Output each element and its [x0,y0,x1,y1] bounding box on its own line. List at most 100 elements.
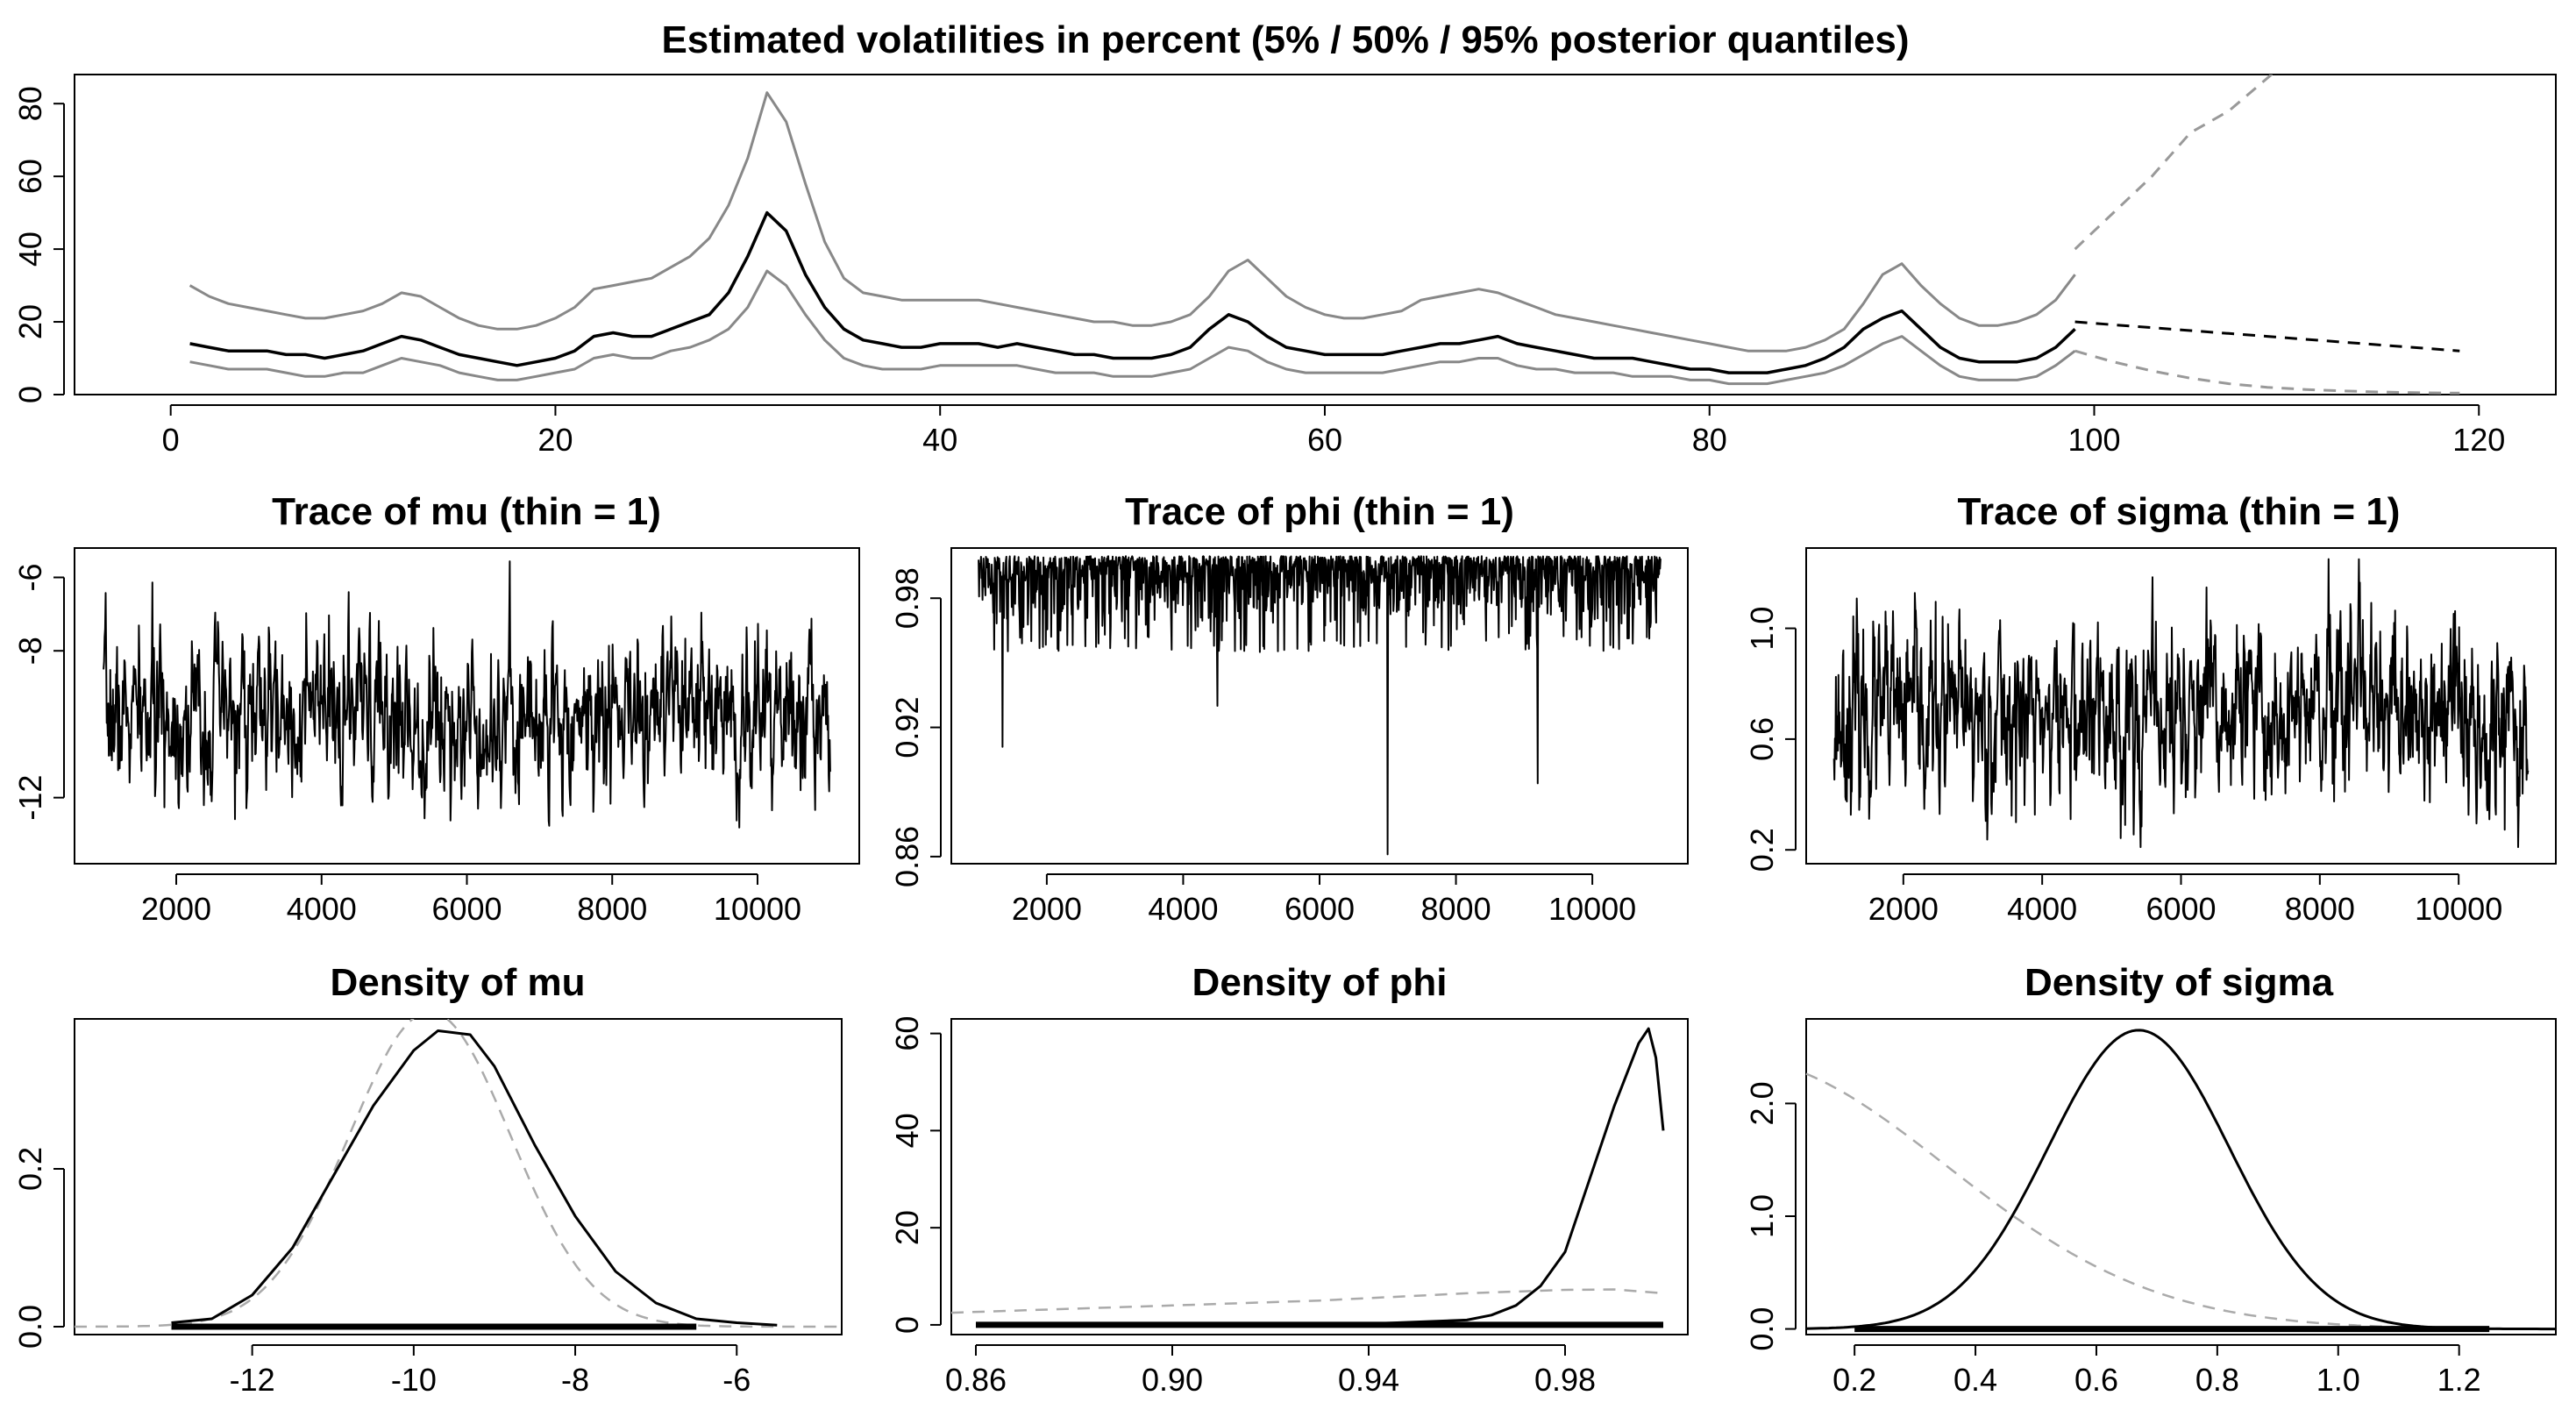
volatility-y-tick-label: 40 [12,231,48,267]
volatility-x-tick-label: 0 [162,422,180,458]
trace-mu-y-tick-label: -12 [12,775,48,821]
density-phi-axes: 0.86 0.90 0.94 0.98 0 20 40 60 [889,1016,1596,1398]
trace-sigma-y-tick-label: 0.2 [1744,828,1780,872]
density-mu-x-tick-label: -8 [561,1362,589,1398]
trace-phi-y-tick-label: 0.98 [889,567,925,629]
density-phi-x-tick-label: 0.90 [1142,1362,1203,1398]
density-mu-lines [75,1019,842,1330]
density-sigma-x-tick-label: 0.2 [1832,1362,1876,1398]
trace-mu-panel: Trace of mu (thin = 1) 2000 4000 6000 8000 1… [12,490,860,927]
trace-sigma-x-tick-label: 6000 [2145,891,2216,927]
trace-phi-x-tick-label: 4000 [1148,891,1218,927]
volatility-x-tick-label: 60 [1307,422,1342,458]
trace-sigma-panel: Trace of sigma (thin = 1) 2000 4000 6000 80… [1744,490,2557,927]
trace-sigma-x-tick-label: 2000 [1868,891,1939,927]
trace-mu-axes: 2000 4000 6000 8000 10000 -12 -8 -6 [12,563,801,927]
trace-mu-title: Trace of mu (thin = 1) [272,490,661,533]
density-phi-panel: Density of phi 0.86 0.90 0.94 0.98 0 20 40 60 [889,961,1689,1398]
trace-mu-x-tick-label: 6000 [431,891,502,927]
density-mu-frame [74,1018,843,1335]
volatility-forecast-q95-line [2074,75,2274,251]
trace-phi-title: Trace of phi (thin = 1) [1125,490,1514,533]
trace-sigma-trace-line [1832,558,2530,849]
volatility-q05-line [189,269,2076,386]
trace-sigma-y-tick-label: 0.6 [1744,717,1780,761]
volatility-forecast-q05-line [2074,349,2460,395]
density-sigma-panel: Density of sigma 0.2 0.4 0.6 0.8 1.0 1.2 0.0 1.… [1744,961,2557,1398]
trace-sigma-axes: 2000 4000 6000 8000 10000 0.2 0.6 1.0 [1744,607,2502,927]
trace-phi-line [978,555,1662,856]
density-sigma-axes: 0.2 0.4 0.6 0.8 1.0 1.2 0.0 1.0 2.0 [1744,1081,2481,1398]
density-phi-frame [950,1018,1689,1335]
volatility-q95-line [189,91,2076,352]
trace-sigma-line [1832,558,2530,849]
trace-mu-x-tick-label: 8000 [577,891,647,927]
density-mu-axes: -12 -10 -8 -6 0.0 0.2 [12,1147,751,1398]
trace-sigma-x-tick-label: 8000 [2285,891,2355,927]
density-mu-y-tick-label: 0.2 [12,1147,48,1191]
density-phi-lines [950,1027,1665,1328]
trace-sigma-frame [1805,547,2557,865]
density-sigma-prior-line [1805,1072,2556,1330]
density-phi-title: Density of phi [1192,961,1448,1004]
density-mu-title: Density of mu [331,961,586,1004]
trace-phi-x-tick-label: 6000 [1284,891,1355,927]
volatility-x-tick-label: 40 [922,422,957,458]
trace-mu-x-tick-label: 10000 [714,891,801,927]
volatility-panel: Estimated volatilities in percent (5% / … [12,18,2557,458]
density-mu-x-tick-label: -6 [722,1362,751,1398]
density-phi-x-tick-label: 0.86 [945,1362,1007,1398]
volatility-x-tick-label: 120 [2452,422,2505,458]
density-mu-posterior-line [171,1029,778,1327]
density-phi-prior-line [950,1288,1664,1314]
trace-mu-frame [74,547,860,865]
trace-mu-y-tick-label: -6 [12,563,48,591]
density-phi-x-tick-label: 0.94 [1338,1362,1399,1398]
trace-mu-y-tick-label: -8 [12,637,48,665]
density-mu-x-tick-label: -10 [391,1362,437,1398]
trace-phi-x-tick-label: 10000 [1548,891,1636,927]
density-phi-y-tick-label: 0 [889,1316,925,1334]
volatility-median-line [189,210,2076,374]
density-phi-y-tick-label: 20 [889,1210,925,1245]
trace-phi-x-tick-label: 2000 [1012,891,1082,927]
trace-phi-frame [950,547,1689,865]
volatility-y-tick-label: 0 [12,386,48,403]
volatility-x-tick-label: 20 [537,422,573,458]
trace-phi-y-tick-label: 0.86 [889,826,925,887]
density-mu-panel: Density of mu -12 -10 -8 -6 0.0 0.2 [12,961,843,1398]
density-mu-x-tick-label: -12 [230,1362,275,1398]
density-sigma-frame [1805,1018,2557,1335]
trace-sigma-title: Trace of sigma (thin = 1) [1958,490,2401,533]
density-sigma-x-tick-label: 1.0 [2316,1362,2360,1398]
density-sigma-x-tick-label: 1.2 [2437,1362,2481,1398]
volatility-axes: 0 20 40 60 80 100 120 0 20 40 60 80 [12,86,2505,458]
density-sigma-y-tick-label: 2.0 [1744,1081,1780,1125]
trace-sigma-x-tick-label: 4000 [2007,891,2077,927]
trace-phi-trace-line [978,555,1662,856]
trace-mu-x-tick-label: 2000 [141,891,211,927]
volatility-y-tick-label: 60 [12,159,48,194]
density-sigma-lines [1805,1029,2556,1333]
volatility-y-tick-label: 20 [12,304,48,339]
density-sigma-y-tick-label: 0.0 [1744,1307,1780,1351]
volatility-title: Estimated volatilities in percent (5% / … [661,18,1909,61]
trace-phi-axes: 2000 4000 6000 8000 10000 0.86 0.92 0.98 [889,567,1636,927]
trace-phi-x-tick-label: 8000 [1421,891,1491,927]
density-sigma-y-tick-label: 1.0 [1744,1194,1780,1238]
density-mu-y-tick-label: 0.0 [12,1305,48,1349]
volatility-forecast-median-line [2074,320,2460,352]
trace-mu-x-tick-label: 4000 [287,891,357,927]
trace-sigma-x-tick-label: 10000 [2415,891,2502,927]
density-phi-x-tick-label: 0.98 [1534,1362,1596,1398]
volatility-frame [74,74,2557,395]
density-sigma-x-tick-label: 0.4 [1953,1362,1997,1398]
volatility-lines [189,75,2460,395]
volatility-x-tick-label: 100 [2067,422,2120,458]
trace-phi-panel: Trace of phi (thin = 1) 2000 4000 6000 8000… [889,490,1689,927]
trace-phi-y-tick-label: 0.92 [889,697,925,758]
trace-mu-line [103,560,831,829]
density-sigma-x-tick-label: 0.8 [2195,1362,2239,1398]
trace-mu-trace-line [103,560,831,829]
